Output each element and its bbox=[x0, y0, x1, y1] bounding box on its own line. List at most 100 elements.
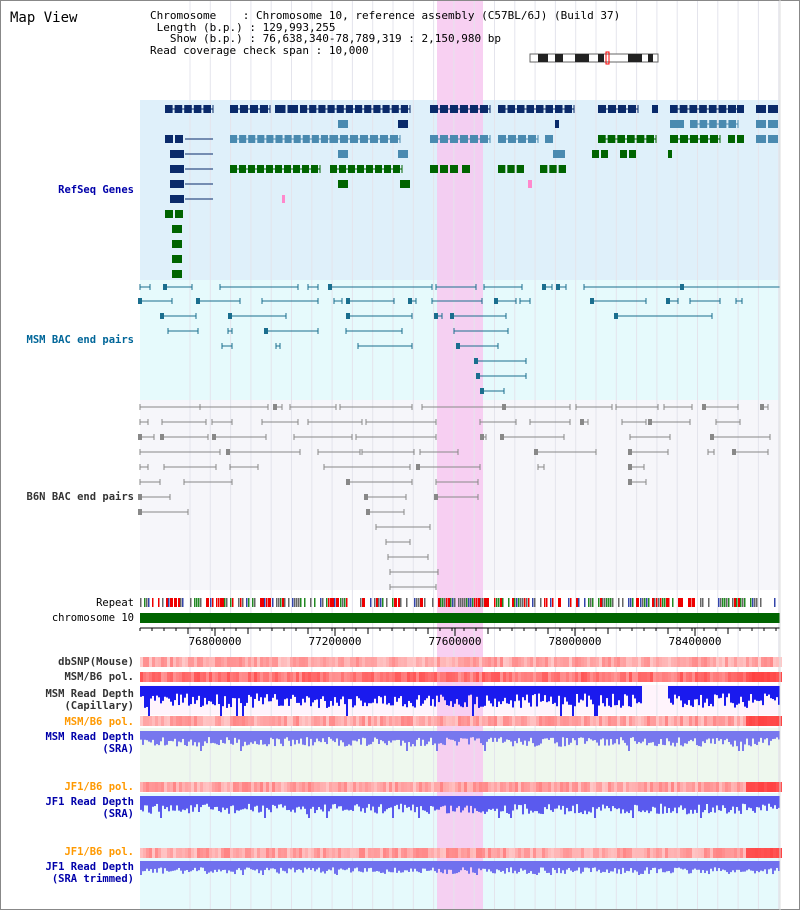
jf1-sra-depth-bar bbox=[710, 796, 712, 813]
gene-exon bbox=[380, 135, 388, 143]
jf1-b6-pol-label[interactable]: JF1/B6 pol. bbox=[64, 781, 134, 793]
msm-sra-depth-bar bbox=[170, 731, 172, 741]
jf1-b6-pol-trim-cell bbox=[761, 848, 764, 858]
msm-b6-pol-cell bbox=[224, 672, 227, 682]
msm-bac-end-pairs-label[interactable]: MSM BAC end pairs bbox=[26, 334, 134, 346]
msm-b6-pol-label[interactable]: MSM/B6 pol. bbox=[64, 671, 134, 683]
jf1-b6-pol-trim-cell bbox=[689, 848, 692, 858]
gene-exon bbox=[174, 105, 183, 113]
jf1-sra-depth-bar bbox=[584, 796, 586, 811]
msm-sra-depth-bar bbox=[506, 731, 508, 740]
msm-capillary-depth-bar bbox=[412, 686, 414, 707]
jf1-sra-depth-bar bbox=[578, 796, 580, 813]
jf1-b6-pol-trim-cell bbox=[386, 848, 389, 858]
jf1-b6-pol-trim-cell bbox=[731, 848, 734, 858]
msm-sra-depth-bar bbox=[278, 731, 280, 740]
msm-read-depth-capillary-label[interactable]: MSM Read Depth (Capillary) bbox=[45, 688, 134, 712]
jf1-b6-pol-trim-label[interactable]: JF1/B6 pol. bbox=[64, 846, 134, 858]
jf1-b6-pol-trim-cell bbox=[515, 848, 518, 858]
msm-capillary-depth-bar bbox=[690, 686, 692, 706]
jf1-trim-depth-bar bbox=[174, 861, 176, 871]
msm-b6-pol-sra-label[interactable]: MSM/B6 pol. bbox=[64, 716, 134, 728]
msm-sra-depth-bar bbox=[434, 731, 436, 744]
repeat-mark bbox=[196, 598, 198, 607]
msm-capillary-depth-bar bbox=[254, 686, 256, 699]
refseq-genes-label[interactable]: RefSeq Genes bbox=[58, 184, 134, 196]
jf1-b6-pol-cell bbox=[704, 782, 707, 792]
msm-sra-depth-bar bbox=[766, 731, 768, 739]
jf1-trim-depth-bar bbox=[520, 861, 522, 869]
msm-sra-depth-bar bbox=[738, 731, 740, 751]
jf1-sra-depth-bar bbox=[278, 796, 280, 805]
jf1-sra-depth-bar bbox=[696, 796, 698, 813]
b6n-bac-end-pairs-label[interactable]: B6N BAC end pairs bbox=[26, 491, 134, 503]
msm-b6-pol-cell bbox=[764, 672, 767, 682]
msm-b6-pol-sra-cell bbox=[602, 716, 605, 726]
msm-b6-pol-sra-cell bbox=[746, 716, 749, 726]
repeat-mark bbox=[288, 598, 290, 607]
msm-sra-depth-bar bbox=[322, 731, 324, 739]
ideogram-current-position bbox=[605, 51, 610, 65]
dbsnp-label[interactable]: dbSNP(Mouse) bbox=[58, 656, 134, 668]
jf1-sra-depth-bar bbox=[474, 796, 476, 809]
jf1-sra-depth-bar bbox=[268, 796, 270, 810]
msm-b6-pol-sra-cell bbox=[332, 716, 335, 726]
selected-region-highlight bbox=[437, 0, 483, 910]
jf1-sra-depth-bar bbox=[386, 796, 388, 810]
jf1-trim-depth-bar bbox=[428, 861, 430, 871]
jf1-sra-depth-bar bbox=[606, 796, 608, 806]
jf1-trim-depth-bar bbox=[300, 861, 302, 871]
dbsnp-cell bbox=[638, 657, 641, 667]
msm-read-depth-sra-label[interactable]: MSM Read Depth (SRA) bbox=[45, 731, 134, 755]
jf1-read-depth-trimmed-label[interactable]: JF1 Read Depth (SRA trimmed) bbox=[45, 861, 134, 885]
msm-sra-depth-bar bbox=[388, 731, 390, 741]
msm-sra-depth-bar bbox=[416, 731, 418, 740]
jf1-b6-pol-cell bbox=[614, 782, 617, 792]
b6n-bac-pair-marker bbox=[434, 494, 438, 500]
jf1-b6-pol-cell bbox=[458, 782, 461, 792]
msm-capillary-depth-bar bbox=[396, 686, 398, 702]
msm-b6-pol-cell bbox=[773, 672, 776, 682]
jf1-trim-depth-bar bbox=[708, 861, 710, 875]
jf1-b6-pol-trim-cell bbox=[620, 848, 623, 858]
repeat-mark bbox=[148, 598, 150, 607]
jf1-trim-depth-bar bbox=[258, 861, 260, 874]
msm-sra-depth-bar bbox=[626, 731, 628, 746]
msm-capillary-depth-bar bbox=[272, 686, 274, 698]
msm-b6-pol-cell bbox=[431, 672, 434, 682]
msm-b6-pol-cell bbox=[695, 672, 698, 682]
jf1-trim-depth-bar bbox=[742, 861, 744, 872]
msm-capillary-depth-bar bbox=[504, 686, 506, 698]
jf1-b6-pol-cell bbox=[170, 782, 173, 792]
jf1-sra-depth-bar bbox=[452, 796, 454, 812]
jf1-trim-depth-bar bbox=[140, 861, 142, 875]
msm-b6-pol-cell bbox=[203, 672, 206, 682]
jf1-b6-pol-trim-cell bbox=[374, 848, 377, 858]
repeat-mark bbox=[330, 598, 333, 607]
jf1-trim-depth-bar bbox=[566, 861, 568, 870]
jf1-sra-depth-bar bbox=[662, 796, 664, 814]
jf1-trim-depth-bar bbox=[332, 861, 334, 868]
msm-b6-pol-sra-cell bbox=[344, 716, 347, 726]
jf1-b6-pol-cell bbox=[359, 782, 362, 792]
msm-sra-depth-bar bbox=[220, 731, 222, 740]
msm-sra-depth-bar bbox=[400, 731, 402, 746]
msm-sra-depth-bar bbox=[442, 731, 444, 745]
msm-b6-pol-sra-cell bbox=[548, 716, 551, 726]
jf1-trim-depth-bar bbox=[626, 861, 628, 871]
msm-b6-pol-sra-cell bbox=[356, 716, 359, 726]
jf1-trim-depth-bar bbox=[486, 861, 488, 872]
b6n-bac-pair-marker bbox=[364, 494, 368, 500]
jf1-b6-pol-cell bbox=[209, 782, 212, 792]
jf1-trim-depth-bar bbox=[554, 861, 556, 870]
dbsnp-cell bbox=[536, 657, 539, 667]
msm-sra-depth-bar bbox=[140, 731, 142, 740]
jf1-sra-depth-bar bbox=[342, 796, 344, 811]
jf1-b6-pol-trim-cell bbox=[500, 848, 503, 858]
msm-capillary-depth-bar bbox=[544, 686, 546, 696]
repeat-mark bbox=[442, 598, 444, 607]
msm-capillary-depth-bar bbox=[614, 686, 616, 706]
dbsnp-cell bbox=[683, 657, 686, 667]
jf1-read-depth-sra-label[interactable]: JF1 Read Depth (SRA) bbox=[45, 796, 134, 820]
